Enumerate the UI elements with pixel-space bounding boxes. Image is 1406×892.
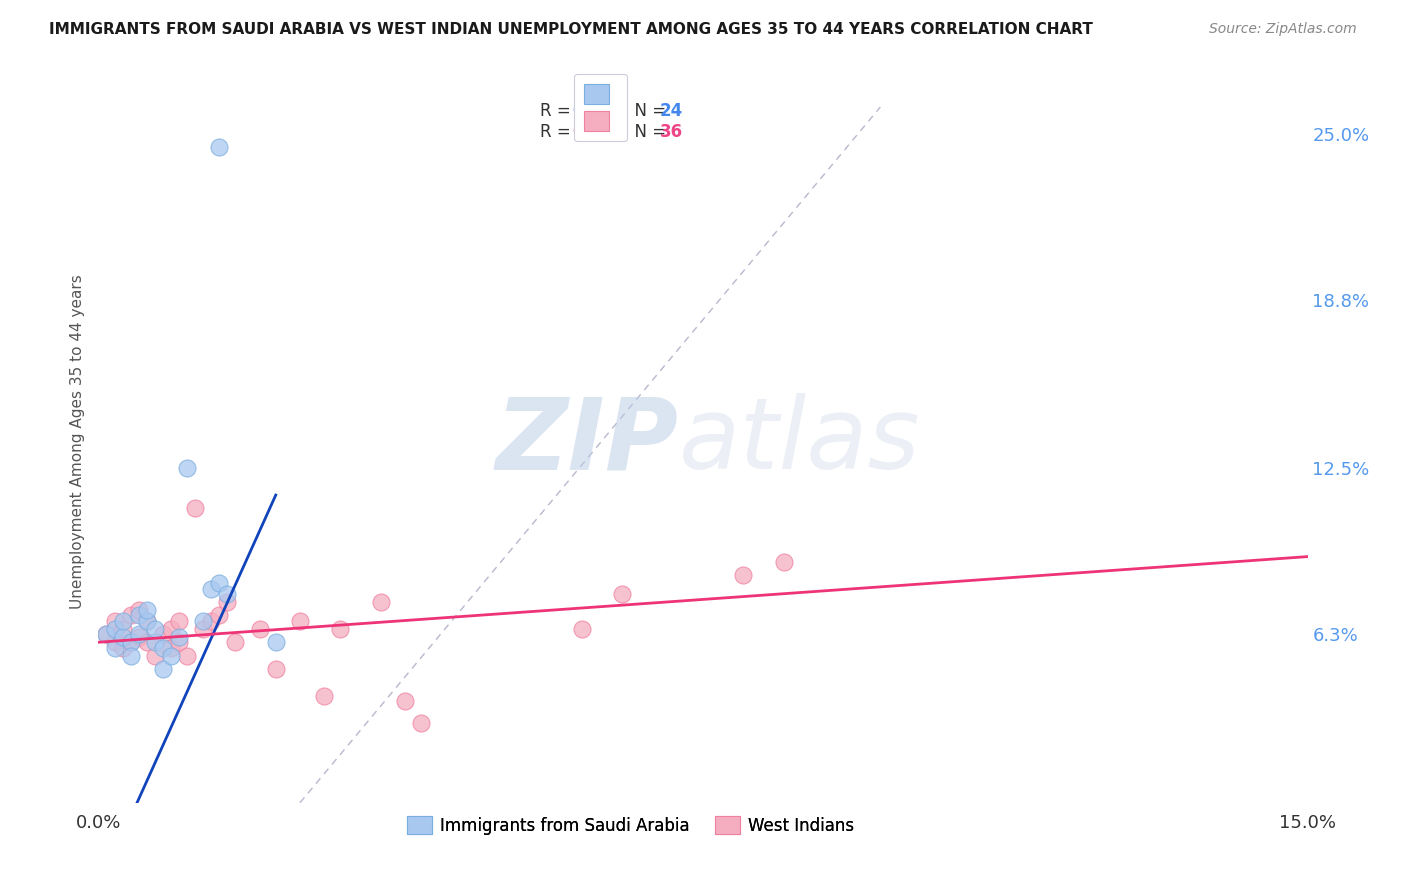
Point — [135, 614, 157, 628]
Point — [152, 627, 174, 641]
Point — [143, 635, 166, 649]
Point — [394, 694, 416, 708]
Y-axis label: Unemployment Among Ages 35 to 44 years: Unemployment Among Ages 35 to 44 years — [69, 274, 84, 609]
Point — [370, 595, 392, 609]
Point — [120, 635, 142, 649]
Point — [733, 568, 755, 582]
Point — [288, 614, 311, 628]
Text: IMMIGRANTS FROM SAUDI ARABIA VS WEST INDIAN UNEMPLOYMENT AMONG AGES 35 TO 44 YEA: IMMIGRANTS FROM SAUDI ARABIA VS WEST IND… — [49, 22, 1092, 37]
Point — [152, 662, 174, 676]
Point — [135, 635, 157, 649]
Text: 24: 24 — [659, 102, 683, 120]
Point — [120, 648, 142, 663]
Point — [224, 635, 246, 649]
Legend: Immigrants from Saudi Arabia, West Indians: Immigrants from Saudi Arabia, West India… — [401, 809, 860, 841]
Point — [128, 627, 150, 641]
Point — [184, 501, 207, 516]
Point — [152, 640, 174, 655]
Point — [120, 608, 142, 623]
Point — [217, 595, 239, 609]
Point — [111, 640, 134, 655]
Point — [143, 622, 166, 636]
Text: 0.462: 0.462 — [572, 102, 626, 120]
Point — [200, 614, 222, 628]
Text: R =: R = — [540, 102, 576, 120]
Point — [103, 640, 125, 655]
Text: atlas: atlas — [679, 393, 921, 490]
Text: N =: N = — [624, 123, 672, 141]
Point — [217, 587, 239, 601]
Text: N =: N = — [624, 102, 672, 120]
Point — [103, 622, 125, 636]
Point — [176, 461, 198, 475]
Point — [128, 630, 150, 644]
Point — [111, 614, 134, 628]
Point — [208, 140, 231, 154]
Point — [160, 622, 183, 636]
Point — [571, 622, 593, 636]
Point — [120, 635, 142, 649]
Text: Source: ZipAtlas.com: Source: ZipAtlas.com — [1209, 22, 1357, 37]
Point — [135, 614, 157, 628]
Point — [160, 648, 183, 663]
Point — [111, 630, 134, 644]
Point — [135, 603, 157, 617]
Point — [96, 627, 118, 641]
Point — [167, 630, 190, 644]
Point — [264, 635, 287, 649]
Point — [103, 635, 125, 649]
Text: R =: R = — [540, 123, 576, 141]
Point — [193, 622, 215, 636]
Text: 36: 36 — [659, 123, 682, 141]
Point — [96, 627, 118, 641]
Text: ZIP: ZIP — [496, 393, 679, 490]
Point — [143, 648, 166, 663]
Point — [160, 640, 183, 655]
Point — [200, 582, 222, 596]
Point — [111, 622, 134, 636]
Point — [249, 622, 271, 636]
Point — [329, 622, 352, 636]
Point — [128, 608, 150, 623]
Point — [314, 689, 336, 703]
Point — [208, 608, 231, 623]
Point — [264, 662, 287, 676]
Point — [208, 576, 231, 591]
Point — [167, 635, 190, 649]
Point — [612, 587, 634, 601]
Point — [409, 715, 432, 730]
Point — [103, 614, 125, 628]
Point — [772, 555, 794, 569]
Point — [167, 614, 190, 628]
Text: 0.192: 0.192 — [572, 123, 626, 141]
Point — [128, 603, 150, 617]
Point — [193, 614, 215, 628]
Point — [176, 648, 198, 663]
